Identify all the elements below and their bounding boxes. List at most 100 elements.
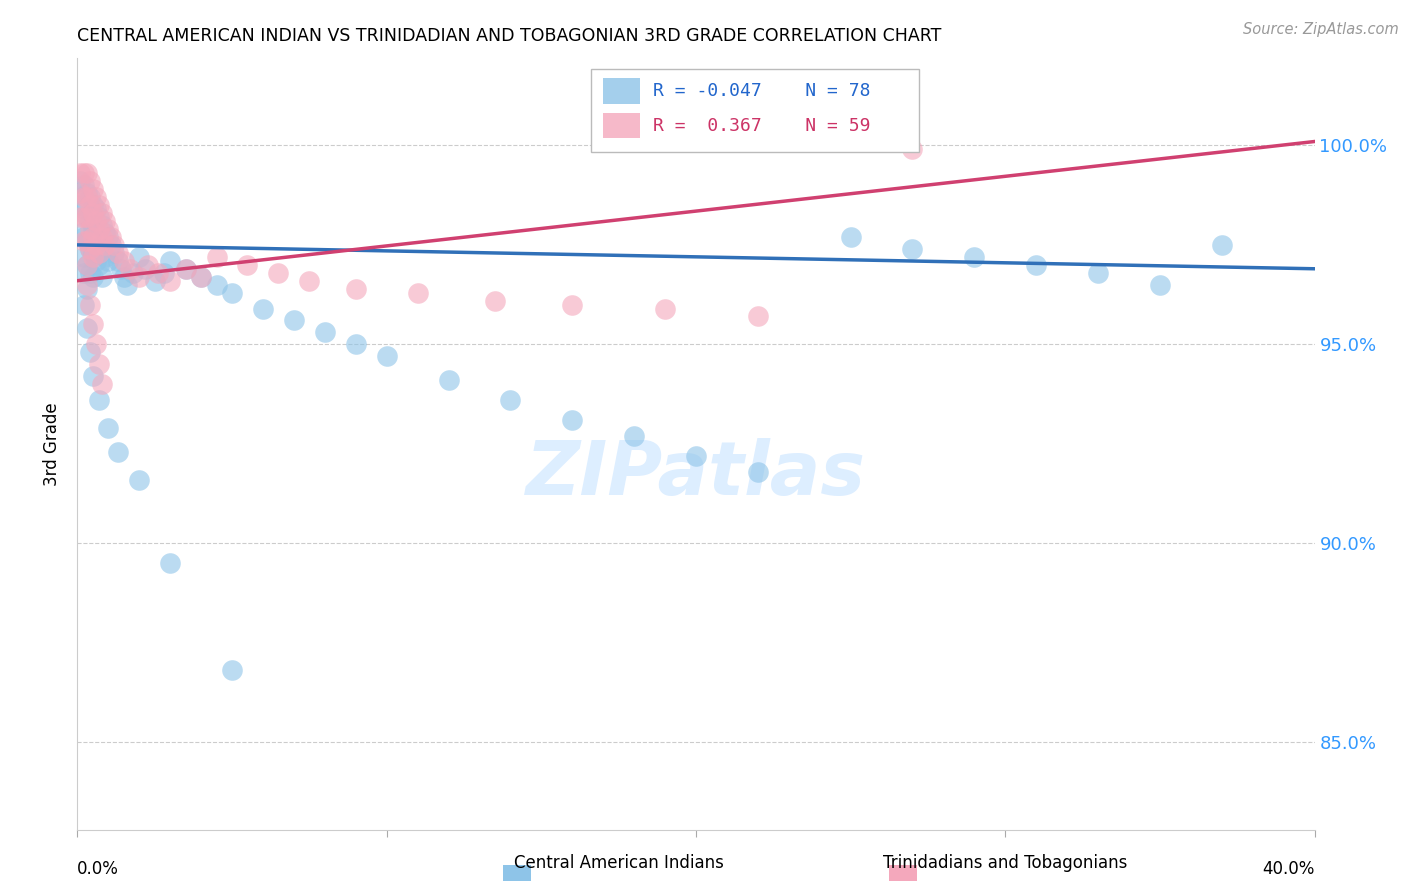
Y-axis label: 3rd Grade: 3rd Grade <box>44 402 62 485</box>
Point <box>79 345 101 359</box>
Point <box>72 230 94 244</box>
Point <box>174 261 197 276</box>
Point <box>76 234 98 248</box>
Point <box>252 301 274 316</box>
Point <box>298 274 321 288</box>
FancyBboxPatch shape <box>591 69 918 153</box>
Point <box>82 245 104 260</box>
Point <box>107 253 129 268</box>
Point <box>344 337 367 351</box>
Point <box>84 238 107 252</box>
Point <box>91 230 114 244</box>
Point <box>69 226 91 240</box>
Text: 40.0%: 40.0% <box>1263 861 1315 879</box>
Point <box>97 253 120 268</box>
Point <box>118 261 141 276</box>
Point <box>654 301 676 316</box>
Point <box>82 222 104 236</box>
Point <box>79 242 101 256</box>
Point <box>76 258 98 272</box>
Point <box>72 250 94 264</box>
Point <box>484 293 506 308</box>
Point <box>267 266 290 280</box>
Point <box>82 230 104 244</box>
Point <box>190 269 212 284</box>
Point <box>839 230 862 244</box>
Point <box>72 190 94 204</box>
Point <box>314 326 336 340</box>
Point <box>112 253 135 268</box>
Point <box>94 214 117 228</box>
Point <box>69 166 91 180</box>
Point <box>79 222 101 236</box>
Point <box>100 238 122 252</box>
Point <box>1211 238 1233 252</box>
Point <box>82 318 104 332</box>
Point <box>87 210 110 224</box>
Point <box>112 269 135 284</box>
Point <box>79 214 101 228</box>
Point <box>72 202 94 216</box>
Point <box>72 234 94 248</box>
Text: Source: ZipAtlas.com: Source: ZipAtlas.com <box>1243 22 1399 37</box>
Point <box>561 413 583 427</box>
Point <box>561 297 583 311</box>
Point <box>344 282 367 296</box>
Point <box>221 664 243 678</box>
Point <box>76 277 98 292</box>
Point <box>128 250 150 264</box>
Point <box>69 186 91 201</box>
Text: R = -0.047    N = 78: R = -0.047 N = 78 <box>652 82 870 100</box>
Point <box>91 377 114 392</box>
Point <box>1149 277 1171 292</box>
Point <box>1025 258 1047 272</box>
Point <box>159 274 181 288</box>
Text: Central American Indians: Central American Indians <box>513 855 724 872</box>
Point <box>79 198 101 212</box>
Point <box>375 349 398 363</box>
Point <box>138 258 160 272</box>
Point <box>91 206 114 220</box>
Point <box>84 337 107 351</box>
Point <box>82 269 104 284</box>
Point <box>437 373 460 387</box>
Point <box>69 174 91 188</box>
Point <box>97 230 120 244</box>
Point <box>87 222 110 236</box>
Point <box>283 313 305 327</box>
Point <box>76 210 98 224</box>
Bar <box>603 112 640 138</box>
Point <box>94 226 117 240</box>
Point <box>205 250 228 264</box>
Point <box>87 245 110 260</box>
Point <box>221 285 243 300</box>
Point <box>84 214 107 228</box>
Point <box>134 261 156 276</box>
Point <box>97 222 120 236</box>
Point <box>72 166 94 180</box>
Point <box>76 186 98 201</box>
Point <box>82 198 104 212</box>
Point <box>107 245 129 260</box>
Point <box>84 226 107 240</box>
Point <box>82 206 104 220</box>
Bar <box>603 78 640 103</box>
Point <box>91 269 114 284</box>
Text: ZIPatlas: ZIPatlas <box>526 438 866 511</box>
Point <box>76 321 98 335</box>
Point <box>72 297 94 311</box>
Point <box>128 473 150 487</box>
Point <box>107 444 129 458</box>
Point <box>205 277 228 292</box>
Point <box>82 250 104 264</box>
Point <box>103 245 125 260</box>
Point <box>91 218 114 232</box>
Point <box>190 269 212 284</box>
Point <box>159 253 181 268</box>
Point <box>685 449 707 463</box>
Point <box>901 242 924 256</box>
Point <box>406 285 429 300</box>
Point <box>159 556 181 570</box>
Point <box>747 465 769 479</box>
Point <box>84 190 107 204</box>
